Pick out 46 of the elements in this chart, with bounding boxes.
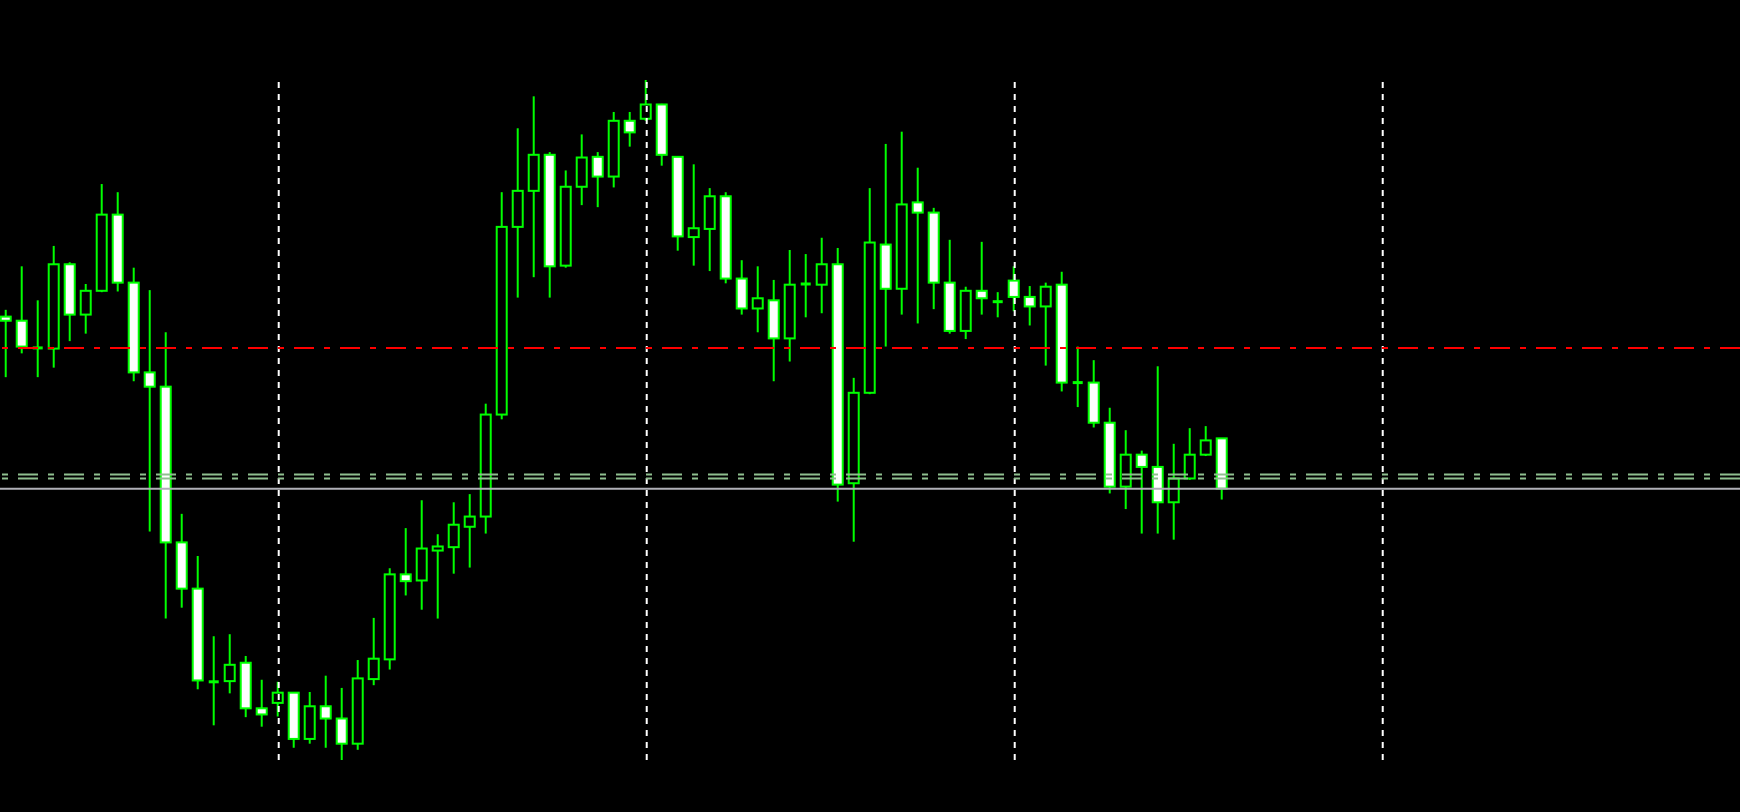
candlestick xyxy=(1039,281,1052,367)
candlestick xyxy=(303,691,316,745)
candlestick xyxy=(1199,425,1212,458)
candlestick xyxy=(879,142,892,348)
candlestick xyxy=(447,501,460,575)
candlestick xyxy=(335,686,348,760)
candlestick xyxy=(1135,449,1148,535)
candlestick xyxy=(79,283,92,335)
candlestick xyxy=(271,680,284,718)
candlestick xyxy=(15,265,28,355)
candlestick xyxy=(623,110,636,148)
candlestick xyxy=(255,678,268,728)
candlestick xyxy=(319,674,332,749)
candlestick xyxy=(207,635,221,727)
candlestick xyxy=(463,493,476,569)
candlestick xyxy=(815,236,828,315)
candlestick xyxy=(575,133,588,207)
candlestick xyxy=(735,259,748,316)
candlestick xyxy=(1087,359,1100,429)
candlestick xyxy=(975,240,988,316)
candlestick xyxy=(239,654,252,719)
candlestick xyxy=(751,265,764,334)
candlestick xyxy=(687,163,700,267)
candlestick xyxy=(511,127,524,299)
candlestick xyxy=(1119,429,1132,511)
candlestick xyxy=(991,291,1005,319)
candlestick xyxy=(591,151,604,209)
candlestick xyxy=(415,499,428,611)
candlestick xyxy=(799,253,813,319)
candlestick xyxy=(223,633,236,695)
candlestick xyxy=(911,166,924,325)
candlestick xyxy=(143,289,156,533)
candlestick xyxy=(399,527,412,597)
candlestick xyxy=(175,512,188,609)
candlestick xyxy=(0,308,12,379)
candlestick xyxy=(1023,285,1036,327)
candlestick xyxy=(527,95,540,279)
candlestick xyxy=(703,187,716,273)
candlestick xyxy=(431,533,444,620)
candlestick xyxy=(767,278,780,383)
candlestick xyxy=(639,80,652,122)
candlestick xyxy=(1071,345,1085,409)
candlestick xyxy=(1183,427,1196,481)
candlestick xyxy=(959,285,972,341)
candlestick xyxy=(367,616,380,687)
candlestick xyxy=(287,691,300,749)
